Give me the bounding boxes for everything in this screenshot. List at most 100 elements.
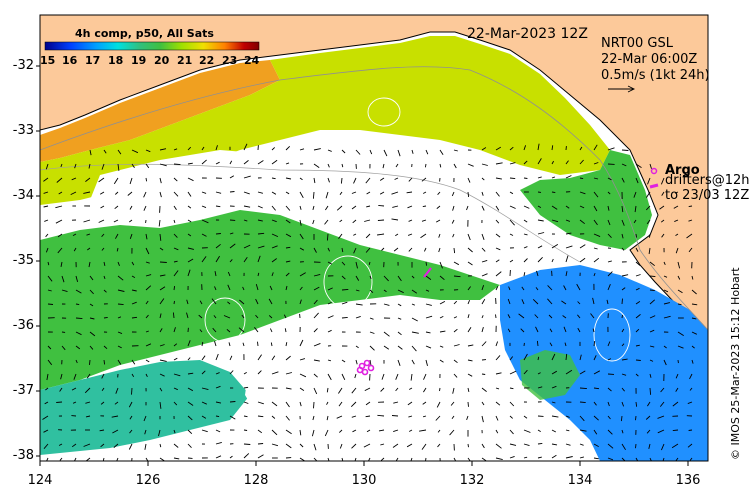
current-vector — [341, 373, 346, 380]
current-vector — [131, 316, 138, 319]
x-tick-label: 136 — [675, 473, 701, 488]
current-vector — [509, 177, 516, 180]
current-vector — [381, 247, 385, 251]
current-vector — [83, 219, 91, 223]
current-vector — [159, 177, 162, 184]
current-vector — [383, 275, 389, 282]
current-vector — [285, 415, 290, 421]
current-vector — [660, 387, 665, 393]
current-vector — [593, 272, 596, 277]
current-vector — [425, 331, 431, 334]
current-vector — [495, 415, 499, 421]
current-vector — [565, 245, 573, 249]
current-vector — [257, 415, 264, 418]
current-vector — [565, 232, 572, 235]
current-vector — [592, 328, 595, 333]
current-vector — [495, 443, 502, 449]
argo-legend-icon — [650, 167, 658, 175]
current-vector — [421, 219, 427, 222]
current-vector — [100, 443, 105, 448]
current-vector — [523, 205, 530, 209]
current-vector — [621, 247, 625, 251]
current-vector — [593, 457, 599, 460]
current-vector — [677, 303, 682, 306]
current-vector — [565, 160, 569, 165]
current-vector — [268, 298, 273, 305]
current-vector — [663, 315, 671, 319]
current-vector — [422, 415, 427, 418]
current-vector — [299, 177, 303, 181]
current-vector — [74, 163, 77, 169]
current-vector — [537, 176, 542, 179]
current-vector — [201, 355, 206, 361]
current-vector — [187, 191, 192, 197]
current-vector — [377, 219, 385, 221]
current-vector — [523, 145, 527, 151]
colorbar-tick: 17 — [85, 54, 101, 67]
current-vector — [159, 387, 163, 392]
current-vector — [607, 260, 612, 263]
current-vector — [419, 429, 427, 432]
current-vector — [621, 163, 627, 167]
current-vector — [663, 289, 669, 293]
current-vector — [58, 191, 63, 195]
current-vector — [536, 340, 539, 347]
current-vector — [369, 317, 374, 320]
current-vector — [117, 316, 122, 319]
current-vector — [145, 247, 150, 255]
current-vector — [215, 243, 221, 249]
current-vector — [103, 261, 106, 267]
current-vector — [672, 401, 679, 407]
current-vector — [173, 270, 179, 277]
current-vector — [128, 443, 133, 450]
current-vector — [215, 429, 221, 433]
current-vector — [145, 359, 150, 363]
current-vector — [187, 258, 194, 263]
current-vector — [313, 342, 321, 347]
x-tick-label: 134 — [567, 473, 593, 488]
current-vector — [421, 177, 427, 182]
current-vector — [663, 261, 666, 265]
current-vector — [327, 457, 330, 461]
current-vector — [201, 256, 207, 263]
current-vector — [313, 359, 320, 362]
current-vector — [47, 345, 52, 350]
current-vector — [257, 232, 265, 235]
current-vector — [593, 340, 596, 347]
colorbar-tick: 16 — [62, 54, 78, 67]
current-vector — [313, 299, 318, 305]
current-vector — [215, 161, 220, 165]
current-vector — [98, 177, 105, 183]
current-vector — [201, 205, 207, 209]
current-vector — [467, 177, 471, 183]
current-vector — [299, 339, 304, 347]
current-vector — [338, 387, 343, 394]
current-vector — [369, 345, 375, 351]
depth-contour-2 — [40, 163, 581, 263]
current-vector — [60, 163, 63, 168]
current-vector — [495, 162, 503, 165]
current-vector — [481, 177, 485, 181]
current-vector — [383, 289, 387, 293]
current-vector — [75, 317, 83, 320]
current-vector — [271, 272, 274, 277]
current-vector — [299, 148, 305, 151]
current-vector — [159, 163, 167, 167]
current-vector — [145, 261, 150, 264]
current-vector — [299, 401, 302, 407]
current-vector — [159, 148, 167, 151]
current-vector — [186, 299, 189, 305]
current-vector — [101, 247, 105, 251]
current-vector — [369, 331, 375, 334]
current-vector — [621, 373, 627, 376]
cloud-gap-2 — [300, 300, 500, 440]
current-vector — [355, 289, 360, 292]
current-vector — [327, 261, 333, 265]
current-vector — [425, 345, 432, 349]
y-tick-label: -35 — [12, 253, 34, 268]
current-vector — [395, 163, 399, 168]
current-vector — [86, 373, 91, 379]
current-vector — [299, 373, 307, 378]
current-vector — [199, 300, 203, 305]
current-vector — [383, 345, 390, 350]
